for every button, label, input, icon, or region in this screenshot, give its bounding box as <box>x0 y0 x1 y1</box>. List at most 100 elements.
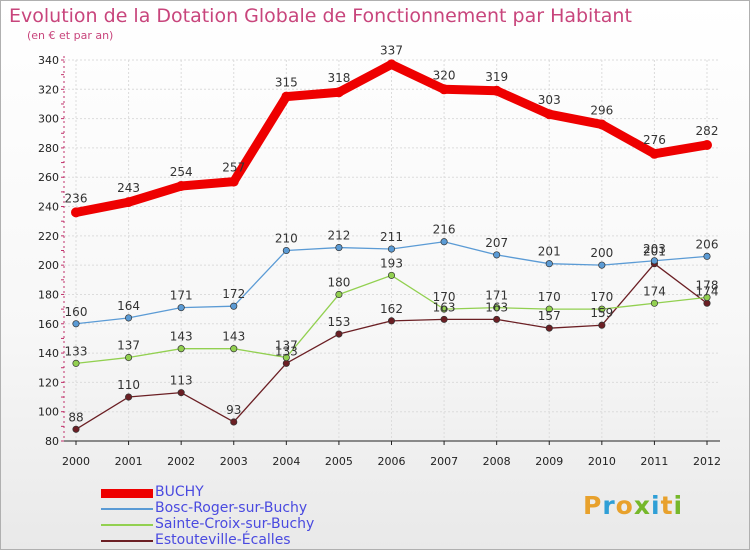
x-tick-label: 2012 <box>693 455 721 468</box>
data-point <box>177 304 185 312</box>
series-0 <box>71 59 712 218</box>
data-label: 143 <box>170 330 193 344</box>
x-tick-label: 2006 <box>378 455 406 468</box>
data-point <box>598 305 606 313</box>
data-point <box>71 207 81 218</box>
data-point <box>72 359 80 367</box>
logo-letter: P <box>583 491 603 520</box>
data-point <box>703 293 711 301</box>
data-label: 113 <box>170 374 193 388</box>
x-tick-label: 2005 <box>325 455 353 468</box>
series-3 <box>72 260 711 433</box>
x-tick-label: 2011 <box>640 455 668 468</box>
data-label: 303 <box>538 93 561 107</box>
data-label: 163 <box>485 300 508 314</box>
data-label: 212 <box>327 229 350 243</box>
data-label: 110 <box>117 378 140 392</box>
data-point <box>72 425 80 433</box>
data-point <box>335 244 343 252</box>
y-tick-label: 340 <box>38 54 59 67</box>
x-tick-label: 2004 <box>272 455 300 468</box>
data-label: 200 <box>590 246 613 260</box>
data-label: 276 <box>643 133 666 147</box>
data-label: 180 <box>327 275 350 289</box>
data-label: 296 <box>590 103 613 117</box>
data-point <box>230 345 238 353</box>
x-tick-label: 2003 <box>220 455 248 468</box>
data-point <box>545 305 553 313</box>
data-label: 243 <box>117 181 140 195</box>
data-label: 171 <box>485 289 508 303</box>
data-point <box>282 246 290 255</box>
data-label: 137 <box>117 338 140 352</box>
data-label: 315 <box>275 76 298 90</box>
data-label: 133 <box>275 344 298 358</box>
data-label: 137 <box>275 338 298 352</box>
proxiti-logo: Proxiti <box>583 491 683 520</box>
logo-letter: t <box>660 491 674 520</box>
data-label: 203 <box>643 242 666 256</box>
data-label: 210 <box>275 232 298 246</box>
data-label: 164 <box>117 299 140 313</box>
data-point <box>544 109 555 120</box>
data-point <box>703 299 711 307</box>
data-point <box>387 317 396 325</box>
legend-swatch <box>101 489 153 498</box>
logo-letter: i <box>651 491 661 520</box>
data-point <box>493 304 501 312</box>
data-point <box>703 252 711 260</box>
data-point <box>491 85 502 96</box>
legend-label: BUCHY <box>155 484 204 500</box>
data-label: 93 <box>226 403 241 417</box>
series-line <box>71 59 712 217</box>
data-point <box>72 320 80 328</box>
legend-label: Estouteville-Écalles <box>155 532 291 548</box>
data-label: 174 <box>696 284 719 298</box>
x-tick-label: 2000 <box>62 455 90 468</box>
data-label: 193 <box>380 256 403 270</box>
data-label: 216 <box>433 223 456 237</box>
data-label: 320 <box>433 68 456 82</box>
x-tick-label: 2009 <box>535 455 563 468</box>
data-label: 160 <box>65 305 88 319</box>
data-point <box>440 305 448 313</box>
data-point <box>177 345 185 353</box>
data-point <box>125 353 133 362</box>
logo-letter: r <box>602 491 616 520</box>
data-point <box>649 148 660 159</box>
data-label: 201 <box>643 245 666 259</box>
legend-label: Bosc-Roger-sur-Buchy <box>155 500 308 516</box>
data-label: 162 <box>380 302 403 316</box>
logo-letter: i <box>673 491 684 520</box>
data-point <box>596 119 607 130</box>
data-label: 88 <box>68 410 83 424</box>
data-label: 157 <box>538 309 561 323</box>
data-label: 174 <box>643 284 666 298</box>
data-label: 236 <box>65 191 88 205</box>
data-point <box>123 197 134 208</box>
data-label: 170 <box>433 290 456 304</box>
y-tick-label: 320 <box>38 83 59 96</box>
y-tick-label: 120 <box>38 376 59 389</box>
data-label: 254 <box>170 165 193 179</box>
data-point <box>230 418 238 426</box>
data-point <box>177 389 185 397</box>
data-label: 170 <box>538 290 561 304</box>
data-point <box>387 271 396 279</box>
x-tick-label: 2010 <box>588 455 616 468</box>
y-tick-label: 260 <box>38 171 59 184</box>
y-tick-label: 140 <box>38 347 59 360</box>
data-label: 282 <box>696 124 719 138</box>
y-tick-label: 280 <box>38 142 59 155</box>
y-tick-label: 200 <box>38 259 59 272</box>
data-point <box>230 302 238 310</box>
data-label: 337 <box>380 43 403 57</box>
data-point <box>387 245 396 253</box>
data-point <box>125 314 133 322</box>
data-label: 207 <box>485 236 508 250</box>
data-point <box>228 176 239 187</box>
y-tick-label: 240 <box>38 201 59 214</box>
x-tick-label: 2001 <box>115 455 143 468</box>
data-point <box>439 84 450 95</box>
